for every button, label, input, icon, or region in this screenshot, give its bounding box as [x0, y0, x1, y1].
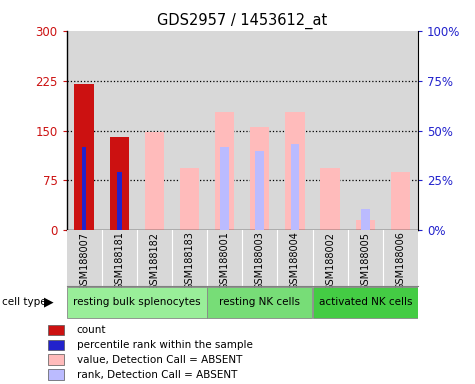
Bar [391, 172, 410, 230]
Text: GSM188003: GSM188003 [255, 232, 265, 290]
Bar [75, 84, 94, 230]
Bar [383, 230, 418, 288]
Bar [66, 31, 102, 230]
Text: activated NK cells: activated NK cells [319, 297, 412, 308]
Bar [313, 287, 418, 318]
Bar [207, 230, 242, 288]
Bar [110, 137, 129, 230]
Bar [180, 169, 199, 230]
Bar [102, 230, 137, 288]
Text: resting NK cells: resting NK cells [219, 297, 300, 308]
Bar [250, 127, 269, 230]
Bar [383, 31, 418, 230]
Bar [48, 339, 64, 350]
Bar [321, 169, 340, 230]
Bar [348, 230, 383, 288]
Bar [348, 31, 383, 230]
Bar [242, 230, 277, 288]
Bar [361, 209, 370, 230]
Bar [356, 220, 375, 230]
Title: GDS2957 / 1453612_at: GDS2957 / 1453612_at [157, 13, 327, 29]
Text: percentile rank within the sample: percentile rank within the sample [77, 340, 253, 350]
Bar [67, 287, 207, 318]
Bar [313, 31, 348, 230]
Text: value, Detection Call = ABSENT: value, Detection Call = ABSENT [77, 355, 242, 365]
Bar [215, 112, 234, 230]
Text: cell type: cell type [2, 297, 47, 308]
Bar [48, 369, 64, 380]
Text: GSM188007: GSM188007 [79, 232, 89, 291]
Text: GSM188181: GSM188181 [114, 232, 124, 290]
Bar [285, 112, 304, 230]
Text: rank, Detection Call = ABSENT: rank, Detection Call = ABSENT [77, 370, 237, 380]
Bar [48, 354, 64, 365]
Text: ▶: ▶ [44, 296, 54, 309]
Bar [137, 31, 172, 230]
Text: GSM188002: GSM188002 [325, 232, 335, 291]
Bar [137, 230, 172, 288]
Bar [145, 132, 164, 230]
Bar [172, 31, 207, 230]
Bar [277, 230, 313, 288]
Bar [256, 151, 264, 230]
Bar [82, 147, 86, 230]
Bar [102, 31, 137, 230]
Text: GSM188001: GSM188001 [219, 232, 230, 290]
Bar [313, 230, 348, 288]
Text: GSM188182: GSM188182 [149, 232, 160, 291]
Text: GSM188183: GSM188183 [184, 232, 195, 290]
Bar [117, 172, 122, 230]
Bar [172, 230, 207, 288]
Bar [66, 230, 102, 288]
Text: GSM188005: GSM188005 [360, 232, 370, 291]
Text: count: count [77, 325, 106, 335]
Bar [291, 144, 299, 230]
Bar [48, 324, 64, 335]
Text: resting bulk splenocytes: resting bulk splenocytes [73, 297, 200, 308]
Text: GSM188006: GSM188006 [395, 232, 406, 290]
Bar [242, 31, 277, 230]
Bar [208, 287, 312, 318]
Bar [207, 31, 242, 230]
Bar [277, 31, 313, 230]
Bar [220, 147, 229, 230]
Text: GSM188004: GSM188004 [290, 232, 300, 290]
